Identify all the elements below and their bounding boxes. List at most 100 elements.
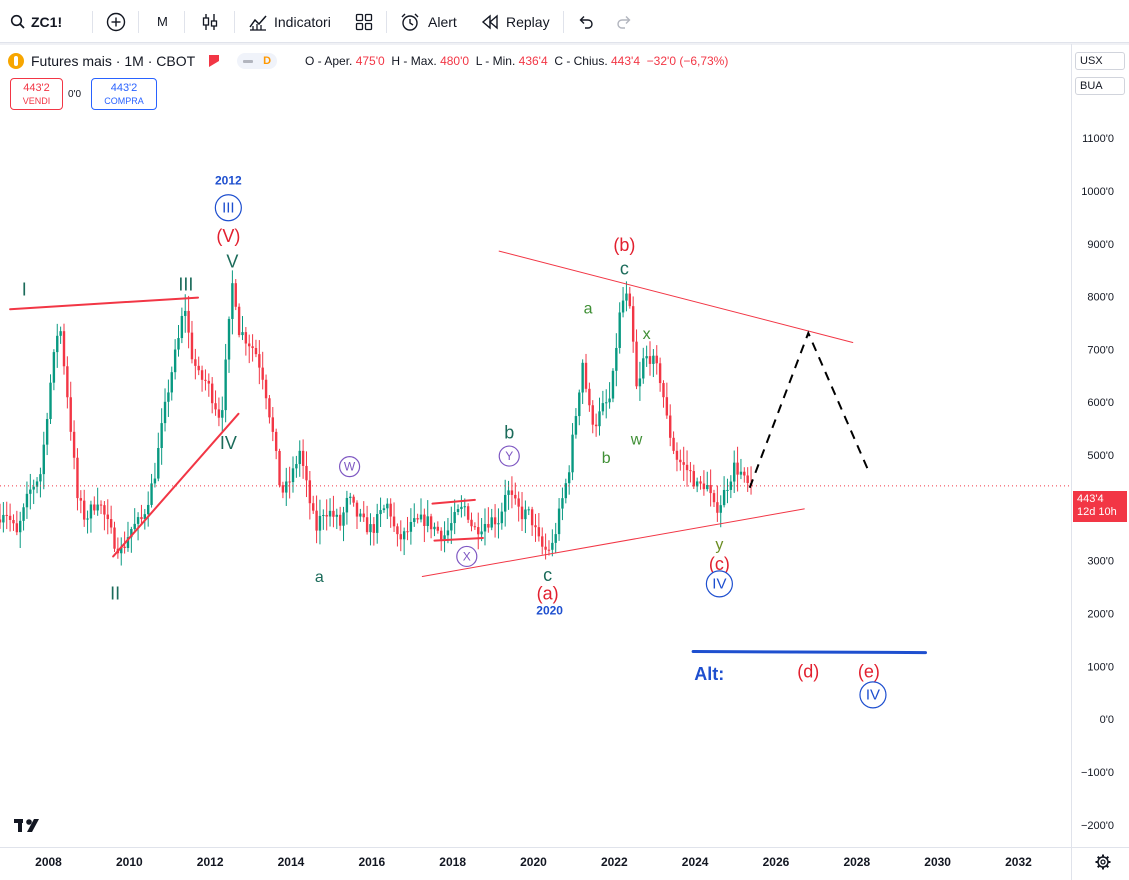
candle [743, 467, 746, 483]
price-axis[interactable]: 1200'01100'01000'0900'0800'0700'0600'050… [1081, 80, 1114, 832]
alert-button[interactable]: Alert [400, 0, 457, 43]
candle [433, 522, 436, 537]
candle [507, 480, 510, 510]
settings-gear-icon[interactable] [1095, 854, 1111, 870]
wave-label[interactable]: X [456, 545, 478, 568]
wave-label[interactable]: x [643, 326, 651, 343]
wave-label[interactable]: I [22, 280, 27, 300]
wave-label[interactable]: (e) [858, 662, 880, 682]
layout-templates-button[interactable] [355, 0, 373, 43]
svg-text:y: y [715, 536, 723, 553]
projection-path[interactable] [748, 330, 870, 489]
candle [601, 390, 605, 416]
wave-label[interactable]: V [226, 252, 238, 272]
candle [113, 521, 116, 552]
trendline[interactable] [112, 412, 240, 558]
candle [689, 462, 692, 483]
unit-select[interactable]: BUA [1075, 77, 1125, 95]
svg-text:(d): (d) [797, 662, 819, 682]
wave-label[interactable]: b [602, 450, 611, 467]
candle [268, 394, 271, 424]
trendline[interactable] [431, 498, 476, 505]
wave-label[interactable]: (d) [797, 662, 819, 682]
wave-label[interactable]: (V) [216, 226, 240, 246]
candle [136, 512, 140, 541]
wave-label[interactable]: a [315, 569, 324, 586]
symbol-label: ZC1! [31, 13, 63, 30]
candle [278, 448, 281, 488]
buy-button[interactable]: 443'2 COMPRA [91, 78, 157, 110]
candle [170, 366, 173, 401]
wave-label[interactable]: (c) [709, 554, 730, 574]
wave-label[interactable]: III [214, 194, 242, 222]
delay-badge[interactable]: D [237, 53, 278, 69]
trendline[interactable] [9, 296, 200, 311]
tradingview-logo[interactable] [14, 819, 39, 832]
compare-symbol-button[interactable] [106, 0, 126, 43]
svg-text:b: b [504, 422, 514, 442]
wave-label[interactable]: a [584, 301, 593, 318]
candle [695, 477, 699, 493]
candle [372, 517, 376, 546]
candle [173, 339, 177, 380]
svg-text:w: w [630, 432, 643, 449]
wave-label[interactable]: II [110, 583, 120, 603]
sell-button[interactable]: 443'2 VENDI [10, 78, 63, 110]
candle [93, 496, 96, 515]
wave-label[interactable]: III [178, 274, 193, 294]
replay-button[interactable]: Replay [481, 0, 550, 43]
candle [227, 316, 231, 373]
wave-label[interactable]: Alt: [694, 664, 724, 684]
y-tick-label: 600'0 [1087, 397, 1114, 409]
wave-label[interactable]: (b) [613, 235, 635, 255]
wave-label[interactable]: (a) [537, 583, 559, 603]
wave-label[interactable]: c [543, 565, 552, 585]
candle [537, 513, 541, 542]
indicators-button[interactable]: Indicatori [248, 0, 331, 43]
candle [25, 481, 29, 519]
wave-label[interactable]: c [620, 259, 629, 279]
candle [497, 508, 500, 539]
trendline[interactable] [498, 250, 854, 343]
chart-type-button[interactable] [200, 0, 220, 43]
wave-label[interactable]: b [504, 422, 514, 442]
candle [264, 374, 268, 410]
wave-label[interactable]: Y [498, 445, 520, 467]
toolbar-divider [138, 11, 139, 33]
interval-button[interactable]: M [157, 14, 168, 29]
wave-label[interactable]: y [715, 536, 723, 553]
wave-label[interactable]: 2020 [536, 603, 563, 617]
redo-button[interactable] [615, 0, 633, 43]
currency-select[interactable]: USX [1075, 52, 1125, 70]
candle [436, 521, 440, 534]
wave-label[interactable]: IV [705, 570, 733, 598]
svg-text:V: V [226, 252, 238, 272]
wave-label[interactable]: IV [220, 433, 237, 453]
time-axis[interactable]: 2008 2010 2012 2014 2016 2018 2020 2022 2024 2026… [35, 855, 1032, 869]
candle [483, 508, 487, 546]
candle [591, 400, 594, 434]
wave-label[interactable]: w [630, 432, 643, 449]
wave-label[interactable]: 2012 [215, 173, 242, 187]
y-tick-label: 800'0 [1087, 292, 1114, 304]
trendline[interactable] [433, 536, 484, 542]
candle [571, 423, 574, 481]
flag-icon[interactable] [209, 55, 220, 67]
undo-button[interactable] [577, 0, 595, 43]
symbol-search[interactable]: ZC1! [10, 0, 62, 43]
candle [345, 490, 349, 525]
candle [510, 476, 514, 509]
candle [315, 495, 318, 544]
trendline[interactable] [421, 508, 805, 578]
candle [662, 380, 665, 408]
candle [692, 464, 695, 489]
candle [163, 388, 167, 432]
candle [682, 446, 685, 481]
candle [231, 270, 234, 335]
wave-label[interactable]: IV [859, 681, 887, 709]
wave-label[interactable]: W [338, 456, 361, 478]
trendline[interactable] [691, 650, 928, 655]
legend-title[interactable]: Futures mais · 1M · CBOT [31, 53, 196, 69]
